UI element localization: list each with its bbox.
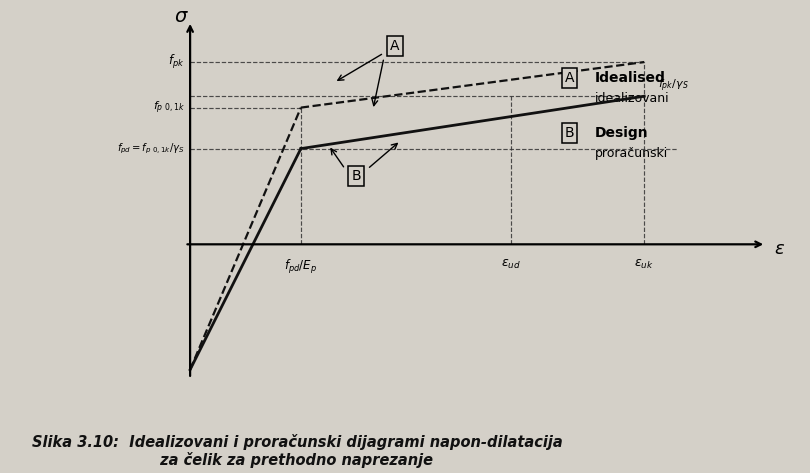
- Text: $f_{pd}/E_p$: $f_{pd}/E_p$: [284, 258, 318, 276]
- Text: B: B: [565, 126, 574, 140]
- Text: $\varepsilon_{ud}$: $\varepsilon_{ud}$: [501, 258, 522, 271]
- Text: $f_{pd}=f_{p\ 0,1k}/\gamma_S$: $f_{pd}=f_{p\ 0,1k}/\gamma_S$: [117, 141, 185, 156]
- Text: B: B: [352, 169, 361, 183]
- Text: Design: Design: [595, 126, 648, 140]
- Text: $f_{p\ 0,1k}$: $f_{p\ 0,1k}$: [152, 99, 185, 116]
- Text: $\sigma$: $\sigma$: [174, 8, 190, 26]
- Text: Idealised: Idealised: [595, 71, 665, 85]
- Text: $f_{pk}/\gamma_S$: $f_{pk}/\gamma_S$: [658, 78, 688, 94]
- Text: Slika 3.10:  Idealizovani i proračunski dijagrami napon-dilatacija
             : Slika 3.10: Idealizovani i proračunski d…: [32, 434, 563, 468]
- Text: proračunski: proračunski: [595, 147, 667, 160]
- Text: A: A: [390, 39, 400, 53]
- Text: $\varepsilon_{uk}$: $\varepsilon_{uk}$: [634, 258, 654, 271]
- Text: $f_{pk}$: $f_{pk}$: [168, 53, 185, 71]
- Text: A: A: [565, 71, 574, 85]
- Text: $\varepsilon$: $\varepsilon$: [774, 240, 786, 258]
- Text: idealizovani: idealizovani: [595, 92, 669, 105]
